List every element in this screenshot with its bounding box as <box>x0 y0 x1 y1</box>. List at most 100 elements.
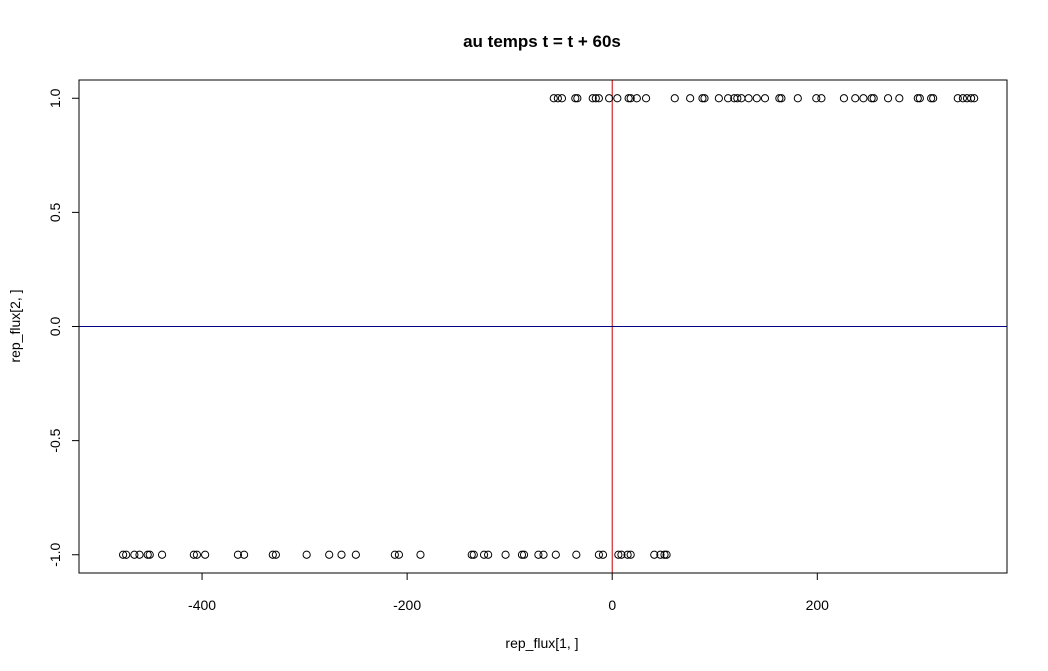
data-point <box>351 550 360 559</box>
data-point <box>839 94 849 103</box>
data-point <box>714 94 723 103</box>
data-point <box>614 550 623 559</box>
data-point <box>189 550 198 559</box>
data-point <box>626 550 635 559</box>
x-tick-label: -400 <box>188 597 216 613</box>
data-point <box>883 94 893 103</box>
data-point <box>913 94 922 103</box>
data-point <box>793 94 802 103</box>
data-point <box>594 550 603 559</box>
data-point <box>122 550 131 559</box>
data-point <box>143 550 152 559</box>
data-points <box>118 94 979 559</box>
data-point <box>632 94 641 103</box>
data-point <box>670 94 679 103</box>
y-tick-label: 0.5 <box>47 202 63 222</box>
data-point <box>660 550 669 559</box>
data-point <box>501 550 510 559</box>
data-point <box>777 94 786 103</box>
data-point <box>233 550 243 559</box>
data-point <box>686 94 695 103</box>
reference-lines <box>79 80 1007 573</box>
data-point <box>744 94 753 103</box>
y-tick-label: -1.0 <box>47 542 63 566</box>
data-point <box>551 550 560 559</box>
data-point <box>613 94 622 103</box>
data-point <box>135 550 144 559</box>
data-point <box>953 94 962 103</box>
data-point <box>302 550 311 559</box>
data-point <box>698 94 707 103</box>
data-point <box>869 94 878 103</box>
data-point <box>130 550 139 559</box>
data-point <box>915 94 924 103</box>
x-tick-label: -200 <box>393 597 421 613</box>
data-point <box>624 94 633 103</box>
data-point <box>650 550 659 559</box>
data-point <box>469 550 478 559</box>
data-point <box>484 550 493 559</box>
data-point <box>539 550 548 559</box>
data-point <box>239 550 249 559</box>
data-point <box>598 550 608 559</box>
y-tick-label: -0.5 <box>47 428 63 452</box>
data-point <box>700 94 709 103</box>
data-point <box>962 94 972 103</box>
data-point <box>626 94 635 103</box>
data-point <box>970 94 979 103</box>
y-tick-label: 0.0 <box>47 317 63 337</box>
data-point <box>737 94 746 103</box>
y-axis-label: rep_flux[2, ] <box>7 289 23 362</box>
data-point <box>201 550 210 559</box>
chart-title: au temps t = t + 60s <box>463 32 621 51</box>
data-point <box>271 550 280 559</box>
data-point <box>325 550 334 559</box>
data-point <box>157 550 167 559</box>
data-point <box>617 550 626 559</box>
x-axis-label: rep_flux[1, ] <box>505 635 578 651</box>
data-point <box>733 94 742 103</box>
data-point <box>859 94 868 103</box>
data-point <box>467 550 476 559</box>
data-point <box>641 94 651 103</box>
data-point <box>623 550 632 559</box>
data-point <box>662 550 671 559</box>
data-point <box>390 550 399 559</box>
data-point <box>594 94 603 103</box>
data-point <box>967 94 976 103</box>
data-point <box>337 550 346 559</box>
data-point <box>517 550 527 559</box>
data-point <box>118 550 128 559</box>
data-point <box>479 550 489 559</box>
data-point <box>145 550 154 559</box>
data-point <box>760 94 770 103</box>
data-point <box>851 94 860 103</box>
data-point <box>927 94 936 103</box>
data-point <box>895 94 904 103</box>
data-point <box>605 94 614 103</box>
data-point <box>929 94 938 103</box>
data-point <box>416 550 425 559</box>
x-tick-label: 0 <box>608 597 616 613</box>
data-point <box>752 94 761 103</box>
data-point <box>553 94 562 103</box>
data-point <box>557 94 567 103</box>
data-point <box>571 94 580 103</box>
data-point <box>817 94 826 103</box>
data-point <box>775 94 784 103</box>
data-point <box>588 94 597 103</box>
data-point <box>519 550 529 559</box>
data-point <box>394 550 404 559</box>
data-point <box>723 94 733 103</box>
data-point <box>591 94 600 103</box>
data-point <box>192 550 202 559</box>
data-point <box>867 94 876 103</box>
data-point <box>268 550 277 559</box>
data-point <box>656 550 665 559</box>
data-point <box>572 550 581 559</box>
y-tick-label: 1.0 <box>47 88 63 108</box>
x-tick-label: 200 <box>806 597 830 613</box>
data-point <box>534 550 543 559</box>
x-axis: -400 -200 0 200 <box>188 572 830 613</box>
